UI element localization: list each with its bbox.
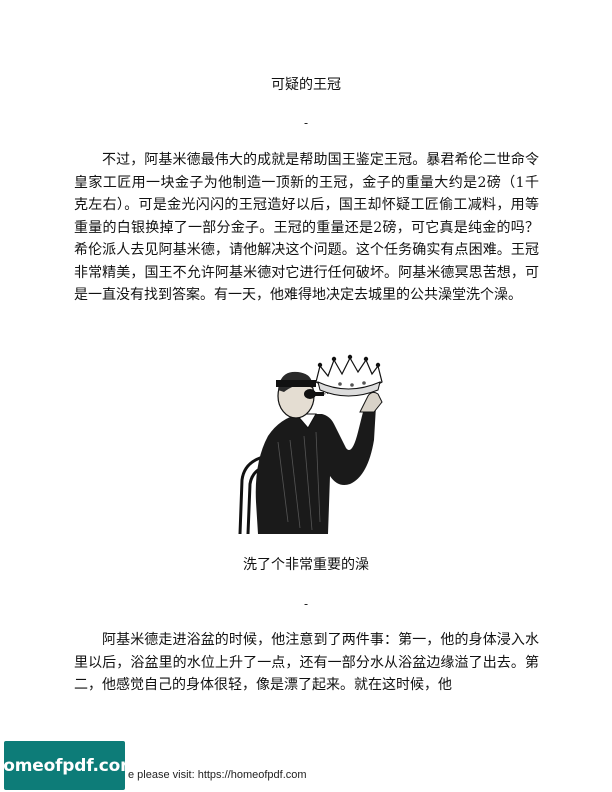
section-title-suspicious-crown: 可疑的王冠 xyxy=(271,77,341,93)
footer-visit-link-text[interactable]: e please visit: https://homeofpdf.com xyxy=(128,769,307,781)
body-paragraph: 不过，阿基米德最伟大的成就是帮助国王鉴定王冠。暴君希伦二世命令皇家工匠用一块金子… xyxy=(74,152,539,303)
homeofpdf-logo-badge[interactable]: homeofpdf.com xyxy=(0,741,138,790)
section-title-important-bath: 洗了个非常重要的澡 xyxy=(243,557,369,573)
raised-arm-shape xyxy=(359,391,383,413)
man-examining-crown-illustration xyxy=(238,354,383,534)
crown-shape xyxy=(315,354,383,397)
jacket-shape xyxy=(255,406,376,534)
goggles-shape xyxy=(304,389,324,399)
section-divider: - xyxy=(303,597,309,611)
body-paragraph: 阿基米德走进浴盆的时候，他注意到了两件事：第一，他的身体浸入水里以后，浴盆里的水… xyxy=(74,632,539,693)
section-divider: - xyxy=(303,116,309,130)
